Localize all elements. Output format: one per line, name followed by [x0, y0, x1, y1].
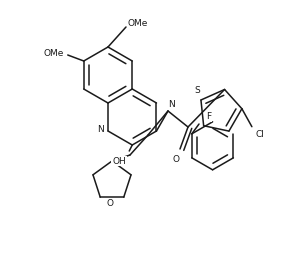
Text: N: N [168, 99, 174, 109]
Text: N: N [97, 125, 103, 133]
Text: OMe: OMe [128, 18, 148, 27]
Text: S: S [194, 85, 200, 95]
Text: Cl: Cl [255, 130, 264, 139]
Text: F: F [206, 112, 211, 121]
Text: O: O [172, 155, 179, 163]
Text: OH: OH [112, 156, 126, 166]
Text: OMe: OMe [43, 48, 64, 57]
Text: O: O [107, 199, 114, 208]
